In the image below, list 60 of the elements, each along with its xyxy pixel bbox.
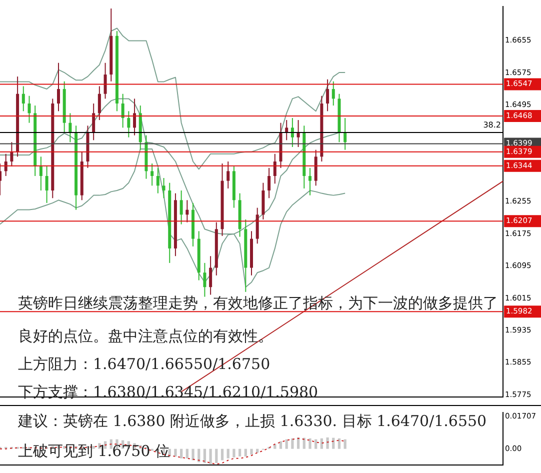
candlestick — [273, 153, 276, 184]
candlestick — [209, 256, 212, 296]
candlestick — [180, 190, 183, 225]
annotation: 38.2 — [483, 120, 501, 130]
bar — [308, 438, 312, 449]
candlestick — [203, 262, 206, 298]
bar — [285, 439, 288, 449]
bar — [326, 437, 329, 449]
candlestick — [285, 120, 288, 141]
bar — [250, 448, 253, 455]
candlestick — [186, 200, 189, 223]
candlestick — [56, 62, 60, 112]
bar — [320, 438, 323, 449]
candlestick — [162, 178, 166, 199]
bar — [238, 448, 242, 456]
bar — [186, 448, 188, 458]
candlestick — [98, 86, 101, 121]
bar — [344, 439, 346, 449]
bar — [291, 438, 294, 449]
bar — [232, 448, 236, 458]
bar — [63, 446, 66, 449]
annotation: 下方支撑：1.6380/1.6345/1.6210/1.5980 — [18, 382, 320, 403]
bar — [332, 438, 335, 449]
bar — [174, 448, 177, 456]
bar — [338, 438, 341, 449]
candlestick — [133, 98, 136, 136]
bar — [314, 439, 318, 449]
bar — [92, 446, 95, 449]
candlestick — [150, 163, 154, 186]
bar — [244, 448, 247, 456]
bar — [226, 448, 230, 458]
candlestick — [68, 112, 72, 143]
candlestick — [290, 118, 294, 148]
candlestick — [296, 120, 300, 148]
bar — [192, 448, 194, 460]
candlestick — [308, 167, 312, 196]
bar — [203, 448, 206, 464]
candlestick — [121, 93, 124, 128]
candlestick — [268, 167, 271, 199]
annotation: 上破可见到 1.6750 位 — [18, 442, 170, 460]
candlestick — [92, 103, 96, 141]
candlestick — [332, 80, 335, 106]
candlestick — [28, 95, 31, 124]
candlestick — [45, 166, 48, 204]
candlestick — [104, 62, 107, 100]
bar — [220, 448, 224, 460]
candlestick — [10, 142, 14, 167]
candlestick — [226, 160, 230, 189]
annotation: 建议：英镑在 1.6380 附近做多，止损 1.6330. 目标 1.6470/1.6550 — [18, 412, 487, 430]
line-series — [0, 438, 346, 465]
candlestick — [22, 86, 25, 112]
candlestick — [127, 110, 130, 138]
candlestick — [344, 118, 347, 150]
candlestick — [156, 167, 160, 194]
bar — [279, 441, 282, 449]
candlestick — [326, 78, 330, 112]
bar — [209, 448, 212, 464]
candlestick — [39, 156, 42, 191]
bar — [180, 448, 183, 458]
bar — [215, 448, 218, 464]
